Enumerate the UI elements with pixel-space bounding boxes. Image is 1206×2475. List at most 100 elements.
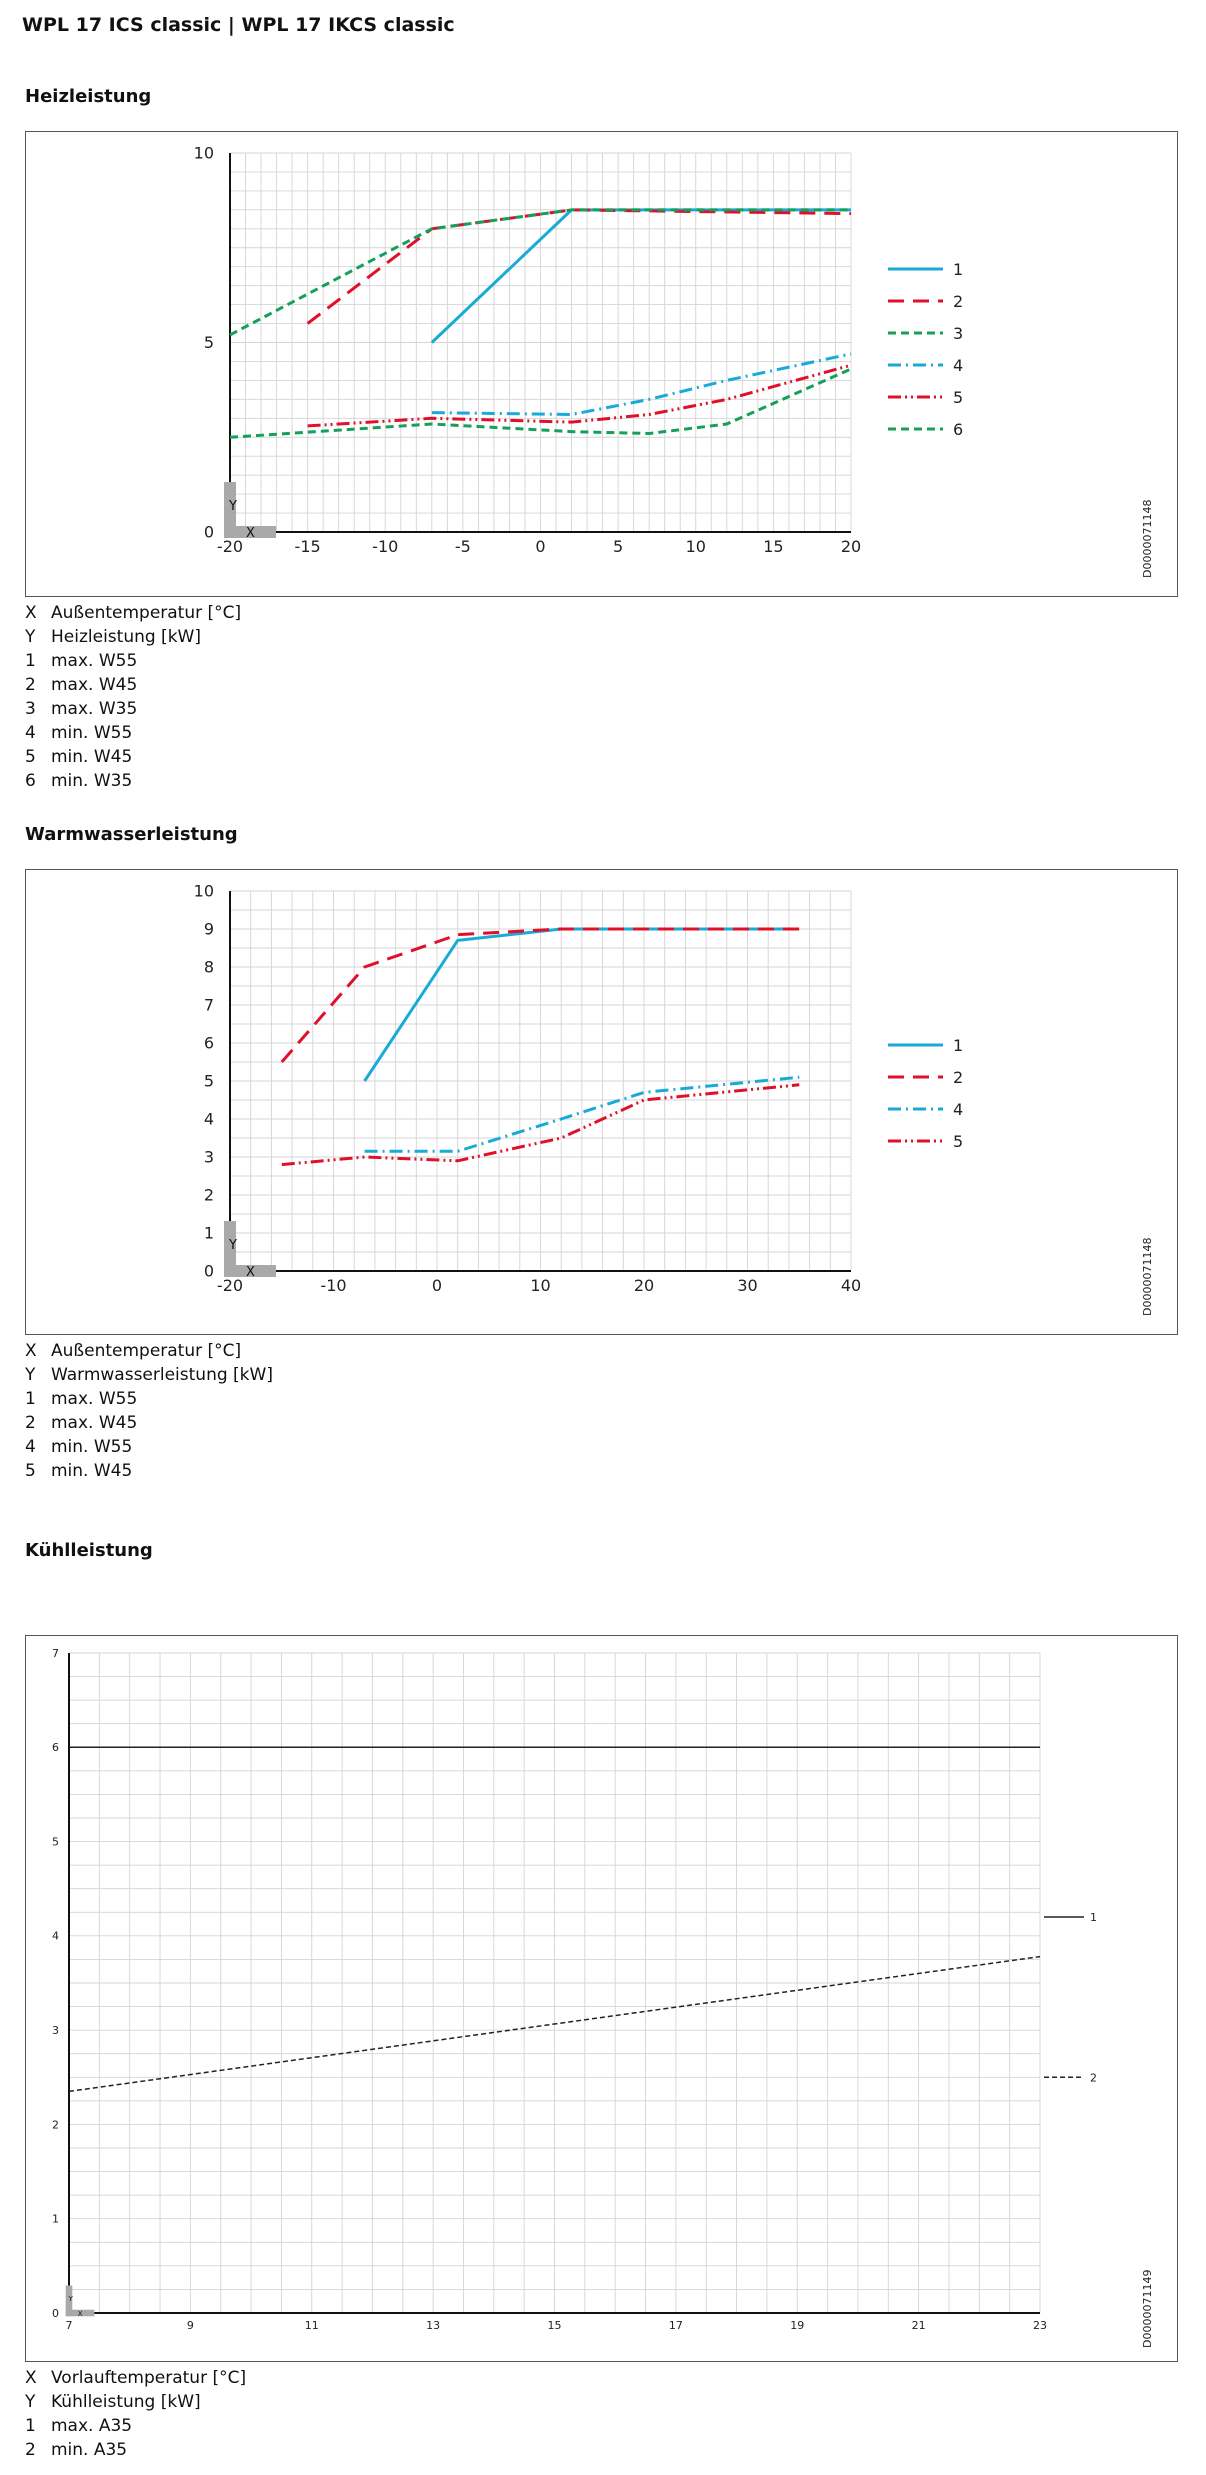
legend-key: 4 — [25, 723, 36, 743]
x-tick-label: 0 — [535, 537, 545, 556]
y-tick-label: 4 — [204, 1110, 214, 1129]
x-tick-label: 10 — [530, 1276, 550, 1295]
legend-text: min. W35 — [51, 771, 133, 791]
axis-key-y: Y — [67, 2294, 73, 2303]
legend-key: 1 — [25, 2416, 36, 2436]
legend-row: 2 max. W45 — [25, 673, 241, 697]
y-tick-label: 5 — [52, 1835, 59, 1848]
grid — [229, 152, 852, 533]
legend-text: Kühlleistung [kW] — [51, 2392, 201, 2412]
legend-text: max. W55 — [51, 1389, 138, 1409]
x-tick-label: 19 — [790, 2319, 804, 2332]
legend-key: Y — [25, 2392, 36, 2412]
legend-row: 1 max. W55 — [25, 649, 241, 673]
y-tick-label: 6 — [204, 1034, 214, 1053]
y-tick-label: 9 — [204, 920, 214, 939]
series-line-1 — [363, 927, 800, 1082]
legend-label-5: 5 — [953, 1132, 963, 1151]
x-tick-label: 5 — [613, 537, 623, 556]
axis-key-y: Y — [228, 499, 237, 514]
legend-key: 3 — [25, 699, 36, 719]
legend-key: X — [25, 603, 37, 623]
legend-key: 2 — [25, 2440, 36, 2460]
legend-row: Y Heizleistung [kW] — [25, 625, 241, 649]
axis-key-y: Y — [228, 1238, 237, 1253]
legend-row: 6 min. W35 — [25, 769, 241, 793]
legend-text: Außentemperatur [°C] — [51, 603, 242, 623]
y-tick-label: 10 — [194, 882, 214, 901]
x-tick-label: 20 — [634, 1276, 654, 1295]
y-tick-label: 0 — [52, 2307, 59, 2320]
legend-label-6: 6 — [953, 420, 963, 439]
chart-frame-heizleistung: -20 -15 -10 -5 0 5 10 15 20 0 5 10 Y X 1 2 3 4 5 6 D00000711… — [25, 131, 1178, 597]
legend-row: 1 max. W55 — [25, 1387, 273, 1411]
y-tick-label: 0 — [204, 523, 214, 542]
legend-text: min. W55 — [51, 723, 133, 743]
y-tick-label: 3 — [204, 1148, 214, 1167]
legend-text: min. A35 — [51, 2440, 128, 2460]
x-tick-label: 40 — [841, 1276, 861, 1295]
series-line-4 — [364, 1075, 800, 1153]
chart-frame-kuehlleistung: 7 9 11 13 15 17 19 21 23 0 1 2 3 4 5 6 7 Y X 1 2 D0000071149 — [25, 1635, 1178, 2362]
axis-key-x: X — [246, 526, 255, 541]
legend-row: Y Kühlleistung [kW] — [25, 2390, 246, 2414]
section-title-heizleistung: Heizleistung — [25, 86, 152, 107]
x-tick-label: -10 — [320, 1276, 346, 1295]
legend-label-2: 2 — [953, 1068, 963, 1087]
y-tick-label: 5 — [204, 333, 214, 352]
legend-key: 4 — [25, 1437, 36, 1457]
y-tick-label: 7 — [204, 996, 214, 1015]
legend-key: 1 — [25, 651, 36, 671]
legend-row: 4 min. W55 — [25, 721, 241, 745]
document-title: WPL 17 ICS classic | WPL 17 IKCS classic — [22, 14, 455, 36]
x-tick-label: 17 — [669, 2319, 683, 2332]
x-tick-label: 11 — [305, 2319, 319, 2332]
x-tick-label: 13 — [426, 2319, 440, 2332]
legend-text: min. W55 — [51, 1437, 133, 1457]
x-tick-label: -15 — [295, 537, 321, 556]
grid — [68, 1652, 1041, 2314]
document-id: D0000071148 — [1141, 1238, 1154, 1316]
y-tick-label: 10 — [194, 144, 214, 163]
series-line-1 — [430, 208, 851, 344]
legend-key: 2 — [25, 1413, 36, 1433]
section-title-warmwasserleistung: Warmwasserleistung — [25, 824, 238, 845]
legend-row: Y Warmwasserleistung [kW] — [25, 1363, 273, 1387]
legend-label-4: 4 — [953, 356, 963, 375]
legend-text: Außentemperatur [°C] — [51, 1341, 242, 1361]
legend-label-5: 5 — [953, 388, 963, 407]
legend-list-warmwasserleistung: X Außentemperatur [°C] Y Warmwasserleistung… — [25, 1339, 273, 1483]
legend-key: Y — [25, 627, 36, 647]
legend-text: max. A35 — [51, 2416, 133, 2436]
series-line-5 — [307, 363, 852, 428]
section-title-kuehlleistung: Kühlleistung — [25, 1540, 153, 1561]
legend-key: 5 — [25, 747, 36, 767]
y-tick-label: 2 — [52, 2118, 59, 2131]
legend-text: max. W35 — [51, 699, 138, 719]
y-tick-label: 1 — [204, 1224, 214, 1243]
axis-key-marker: YX — [65, 2285, 95, 2318]
series-line-2 — [280, 927, 800, 1063]
x-tick-label: 0 — [432, 1276, 442, 1295]
legend-text: Vorlauftemperatur [°C] — [51, 2368, 247, 2388]
legend-text: Warmwasserleistung [kW] — [51, 1365, 273, 1385]
legend-text: max. W45 — [51, 1413, 138, 1433]
x-tick-label: 21 — [912, 2319, 926, 2332]
x-tick-label: 10 — [686, 537, 706, 556]
x-tick-label: 23 — [1033, 2319, 1047, 2332]
legend-label-1: 1 — [953, 260, 963, 279]
x-tick-label: 7 — [66, 2319, 73, 2332]
x-tick-label: -20 — [217, 537, 243, 556]
x-tick-label: -10 — [372, 537, 398, 556]
legend-label-2: 2 — [1090, 2071, 1097, 2084]
x-tick-label: -5 — [455, 537, 471, 556]
legend-row: 5 min. W45 — [25, 745, 241, 769]
y-tick-label: 3 — [52, 2024, 59, 2037]
legend-text: min. W45 — [51, 747, 133, 767]
x-tick-label: 20 — [841, 537, 861, 556]
legend-key: 2 — [25, 675, 36, 695]
y-tick-label: 8 — [204, 958, 214, 977]
legend-text: Heizleistung [kW] — [51, 627, 201, 647]
series-line-3 — [229, 208, 851, 337]
